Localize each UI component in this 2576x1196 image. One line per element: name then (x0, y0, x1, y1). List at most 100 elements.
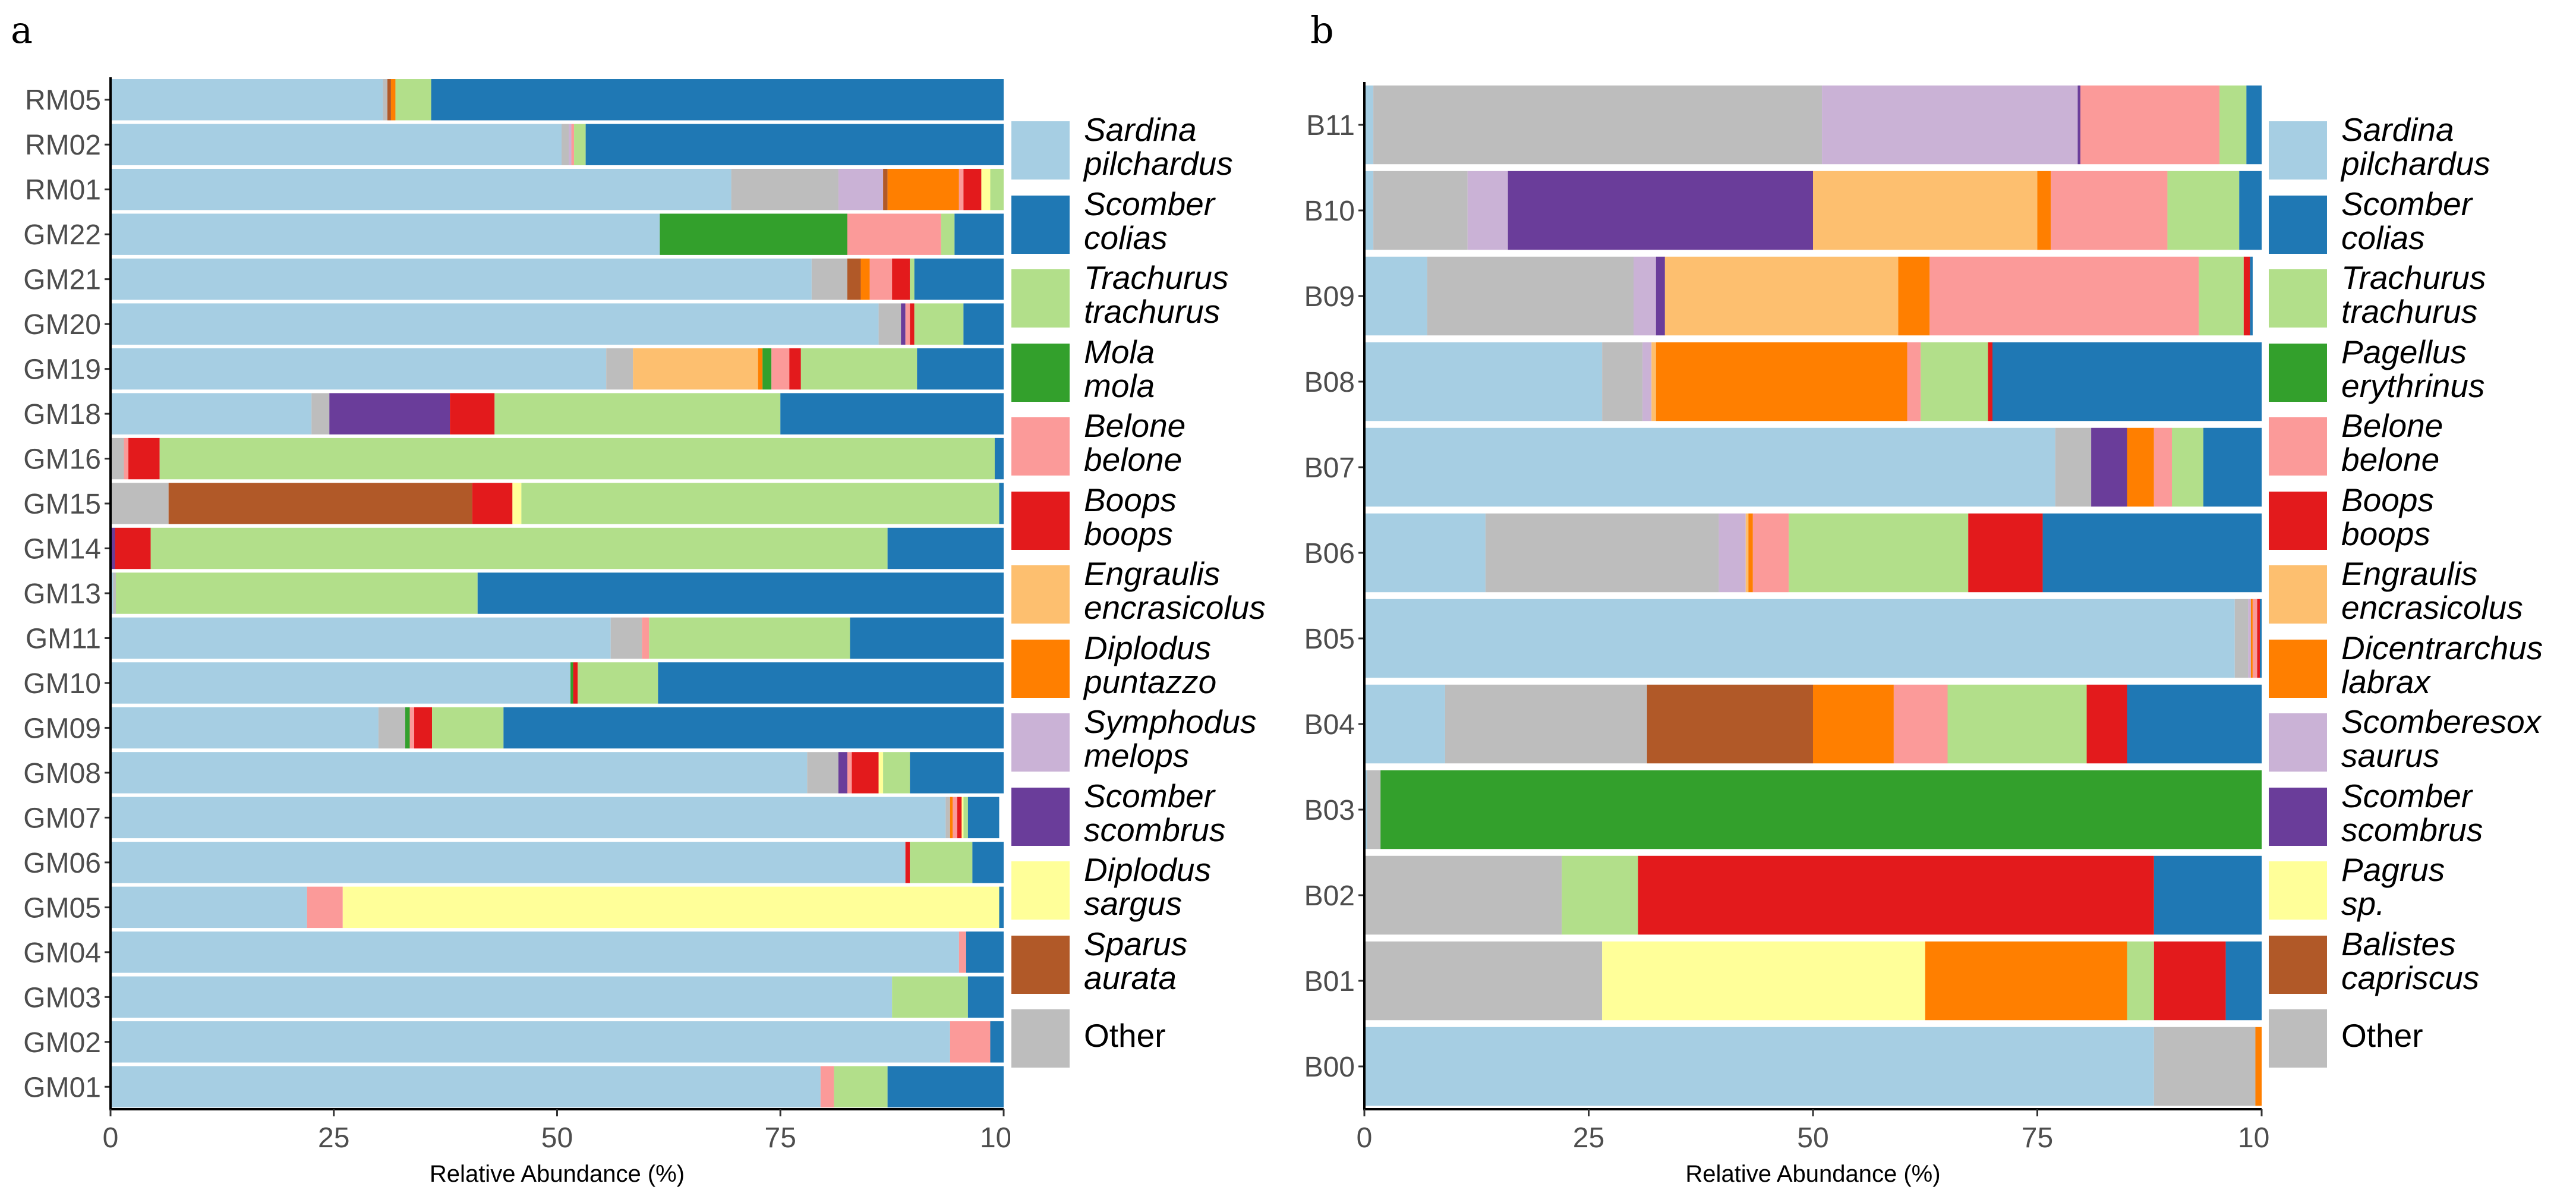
panel-a-bar-GM21-boops (892, 258, 910, 300)
panel-a-bar-GM09-other (378, 707, 405, 749)
panel-b-x-tick-label: 50 (1797, 1122, 1828, 1154)
panel-a-bar-GM20-sardina (111, 303, 879, 345)
panel-a-category-label: RM02 (25, 130, 101, 161)
panel-b-x-tick-label: 75 (2022, 1122, 2053, 1154)
panel-a-legend-item: Scomber colias (1011, 187, 1320, 254)
panel-a-legend-label-line1: Sardina (1084, 111, 1197, 148)
panel-a-legend-swatch (1011, 1009, 1070, 1068)
panel-b-legend-label: Other (2341, 1019, 2423, 1053)
panel-b-bar-B06-scomberesox (1719, 513, 1746, 593)
panel-a-x-tick-label: 0 (103, 1122, 119, 1154)
chart-panel-b: B11 B10 B09 B08 B07 B06 B05 B04 B03 B02 B01 B00 0 25 5… (1304, 82, 2270, 1187)
panel-b-legend-swatch (2269, 121, 2327, 180)
panel-a-bar-GM01-sardina (111, 1066, 821, 1107)
panel-a-legend-item: Sparus aurata (1011, 927, 1320, 994)
panel-a-bar-GM19-belone (771, 348, 790, 390)
panel-a-bar-GM09-mola (405, 707, 410, 749)
panel-b-bar-B08-colias (1992, 342, 2262, 421)
panel-b-bar-B06-sardina (1364, 513, 1486, 593)
panel-a-bar-GM02-colias (990, 1021, 1004, 1063)
panel-b-bar-B04-colias (2127, 684, 2262, 764)
panel-a-bar-RM05-trachurus (395, 79, 431, 121)
panel-a-bar-RM01-sardina (111, 168, 732, 210)
panel-a-bar-GM08-sargus (878, 752, 884, 794)
panel-b-bar-B09-scomberesox (1634, 256, 1656, 336)
panel-a-legend-label-line1: Other (1084, 1017, 1166, 1054)
panel-a-bar-GM22-colias (954, 213, 1004, 255)
panel-a-category-label: GM04 (23, 937, 101, 969)
panel-a-legend-swatch (1011, 269, 1070, 328)
panel-a-legend-swatch (1011, 639, 1070, 698)
panel-a-bar-GM09-trachurus (432, 707, 504, 749)
panel-b-legend-label-line2: scombrus (2341, 811, 2483, 848)
panel-b-legend-swatch (2269, 861, 2327, 920)
panel-a-category-label: RM05 (25, 85, 101, 117)
panel-a-category-label: GM13 (23, 578, 101, 610)
panel-a-legend-label: Mola mola (1084, 335, 1155, 403)
panel-a-legend-item: Mola mola (1011, 335, 1320, 402)
panel-b-bar-B07-other (2055, 427, 2092, 507)
panel-a-category-label: GM20 (23, 309, 101, 341)
panel-b-legend-item: Scomber colias (2269, 187, 2576, 254)
panel-b-bar-B11-trachurus (2219, 85, 2247, 165)
panel-a-category-label: GM10 (23, 668, 101, 700)
panel-b-bar-B07-belone (2154, 427, 2172, 507)
panel-a-bar-RM02-sardina (111, 124, 562, 165)
panel-a-bar-GM01-belone (820, 1066, 834, 1107)
panel-b-bar-B04-other (1445, 684, 1647, 764)
panel-b-bar-B11-other (1373, 85, 1823, 165)
panel-a-bar-GM15-boops (472, 483, 513, 524)
panel-b-legend-label-line2: capriscus (2341, 959, 2480, 996)
panel-a-bar-GM02-belone (950, 1021, 991, 1063)
panel-a-legend-label-line2: trachurus (1084, 293, 1221, 330)
panel-a-legend-label-line1: Boops (1084, 481, 1177, 518)
panel-b-bar-B02-trachurus (1562, 855, 1638, 935)
panel-b-bar-B04-boops (2086, 684, 2127, 764)
panel-b-bar-B04-trachurus (1947, 684, 2087, 764)
panel-b-bar-B09-engraulis (1664, 256, 1899, 336)
panel-b-bar-B07-trachurus (2172, 427, 2203, 507)
panel-b-bar-B10-trachurus (2167, 171, 2240, 250)
panel-a-bar-GM19-diplodus_p (758, 348, 763, 390)
panel-b-legend-swatch (2269, 417, 2327, 476)
panel-b-bar-B09-trachurus (2199, 256, 2244, 336)
panel-a-category-label: GM03 (23, 982, 101, 1014)
panel-a-bar-GM11-colias (850, 617, 1004, 659)
panel-b-bar-B10-belone (2051, 171, 2168, 250)
panel-a-bar-GM07-sargus (961, 797, 964, 839)
panel-b-bar-B04-dicentrarchus (1813, 684, 1894, 764)
panel-a-bar-GM10-trachurus (578, 662, 658, 704)
panel-b-legend-label-line1: Other (2341, 1017, 2423, 1054)
panel-a-legend-item: Belone belone (1011, 409, 1320, 477)
panel-b-bar-B02-colias (2154, 855, 2262, 935)
panel-b-bar-B01-colias (2225, 941, 2262, 1021)
panel-a-bar-RM02-symphodus (569, 124, 572, 165)
panel-a-bar-GM14-trachurus (150, 527, 888, 569)
panel-a-bar-GM07-other (945, 797, 950, 839)
panel-a-bar-GM05-sardina (111, 886, 307, 929)
panel-a-bar-GM21-belone (869, 258, 893, 300)
panel-a-bar-GM13-other (113, 572, 116, 614)
panel-a-bar-GM18-sardina (111, 393, 312, 435)
panel-b-category-label: B10 (1304, 196, 1355, 227)
panel-b-bar-B07-sardina (1364, 427, 2055, 507)
panel-a-bar-GM06-sardina (111, 842, 906, 883)
panel-a-bar-RM05-other (383, 79, 387, 121)
panel-b-legend-label: Boops boops (2341, 483, 2434, 551)
panel-a-bar-GM16-other (111, 438, 124, 480)
panel-b-category-label: B11 (1306, 110, 1355, 141)
panel-a-legend-label: Sparus aurata (1084, 927, 1187, 995)
panel-a-bar-GM13-trachurus (116, 572, 478, 614)
panel-b-legend-item: Dicentrarchus labrax (2269, 631, 2576, 698)
panel-a-bar-RM01-sparus (883, 168, 888, 210)
panel-a-legend-item: Other (1011, 1001, 1320, 1068)
panel-a-bar-GM21-sardina (111, 258, 812, 300)
panel-b-bar-B09-other (1427, 256, 1634, 336)
panel-a-bar-GM16-boops (128, 438, 160, 480)
panel-b-bar-B06-dicentrarchus (1748, 513, 1753, 593)
panel-a-bar-GM15-colias (999, 483, 1004, 524)
panel-a-category-label: GM06 (23, 848, 101, 879)
panel-b-bar-B11-colias (2246, 85, 2262, 165)
panel-a-legend-label: Trachurus trachurus (1084, 261, 1229, 329)
